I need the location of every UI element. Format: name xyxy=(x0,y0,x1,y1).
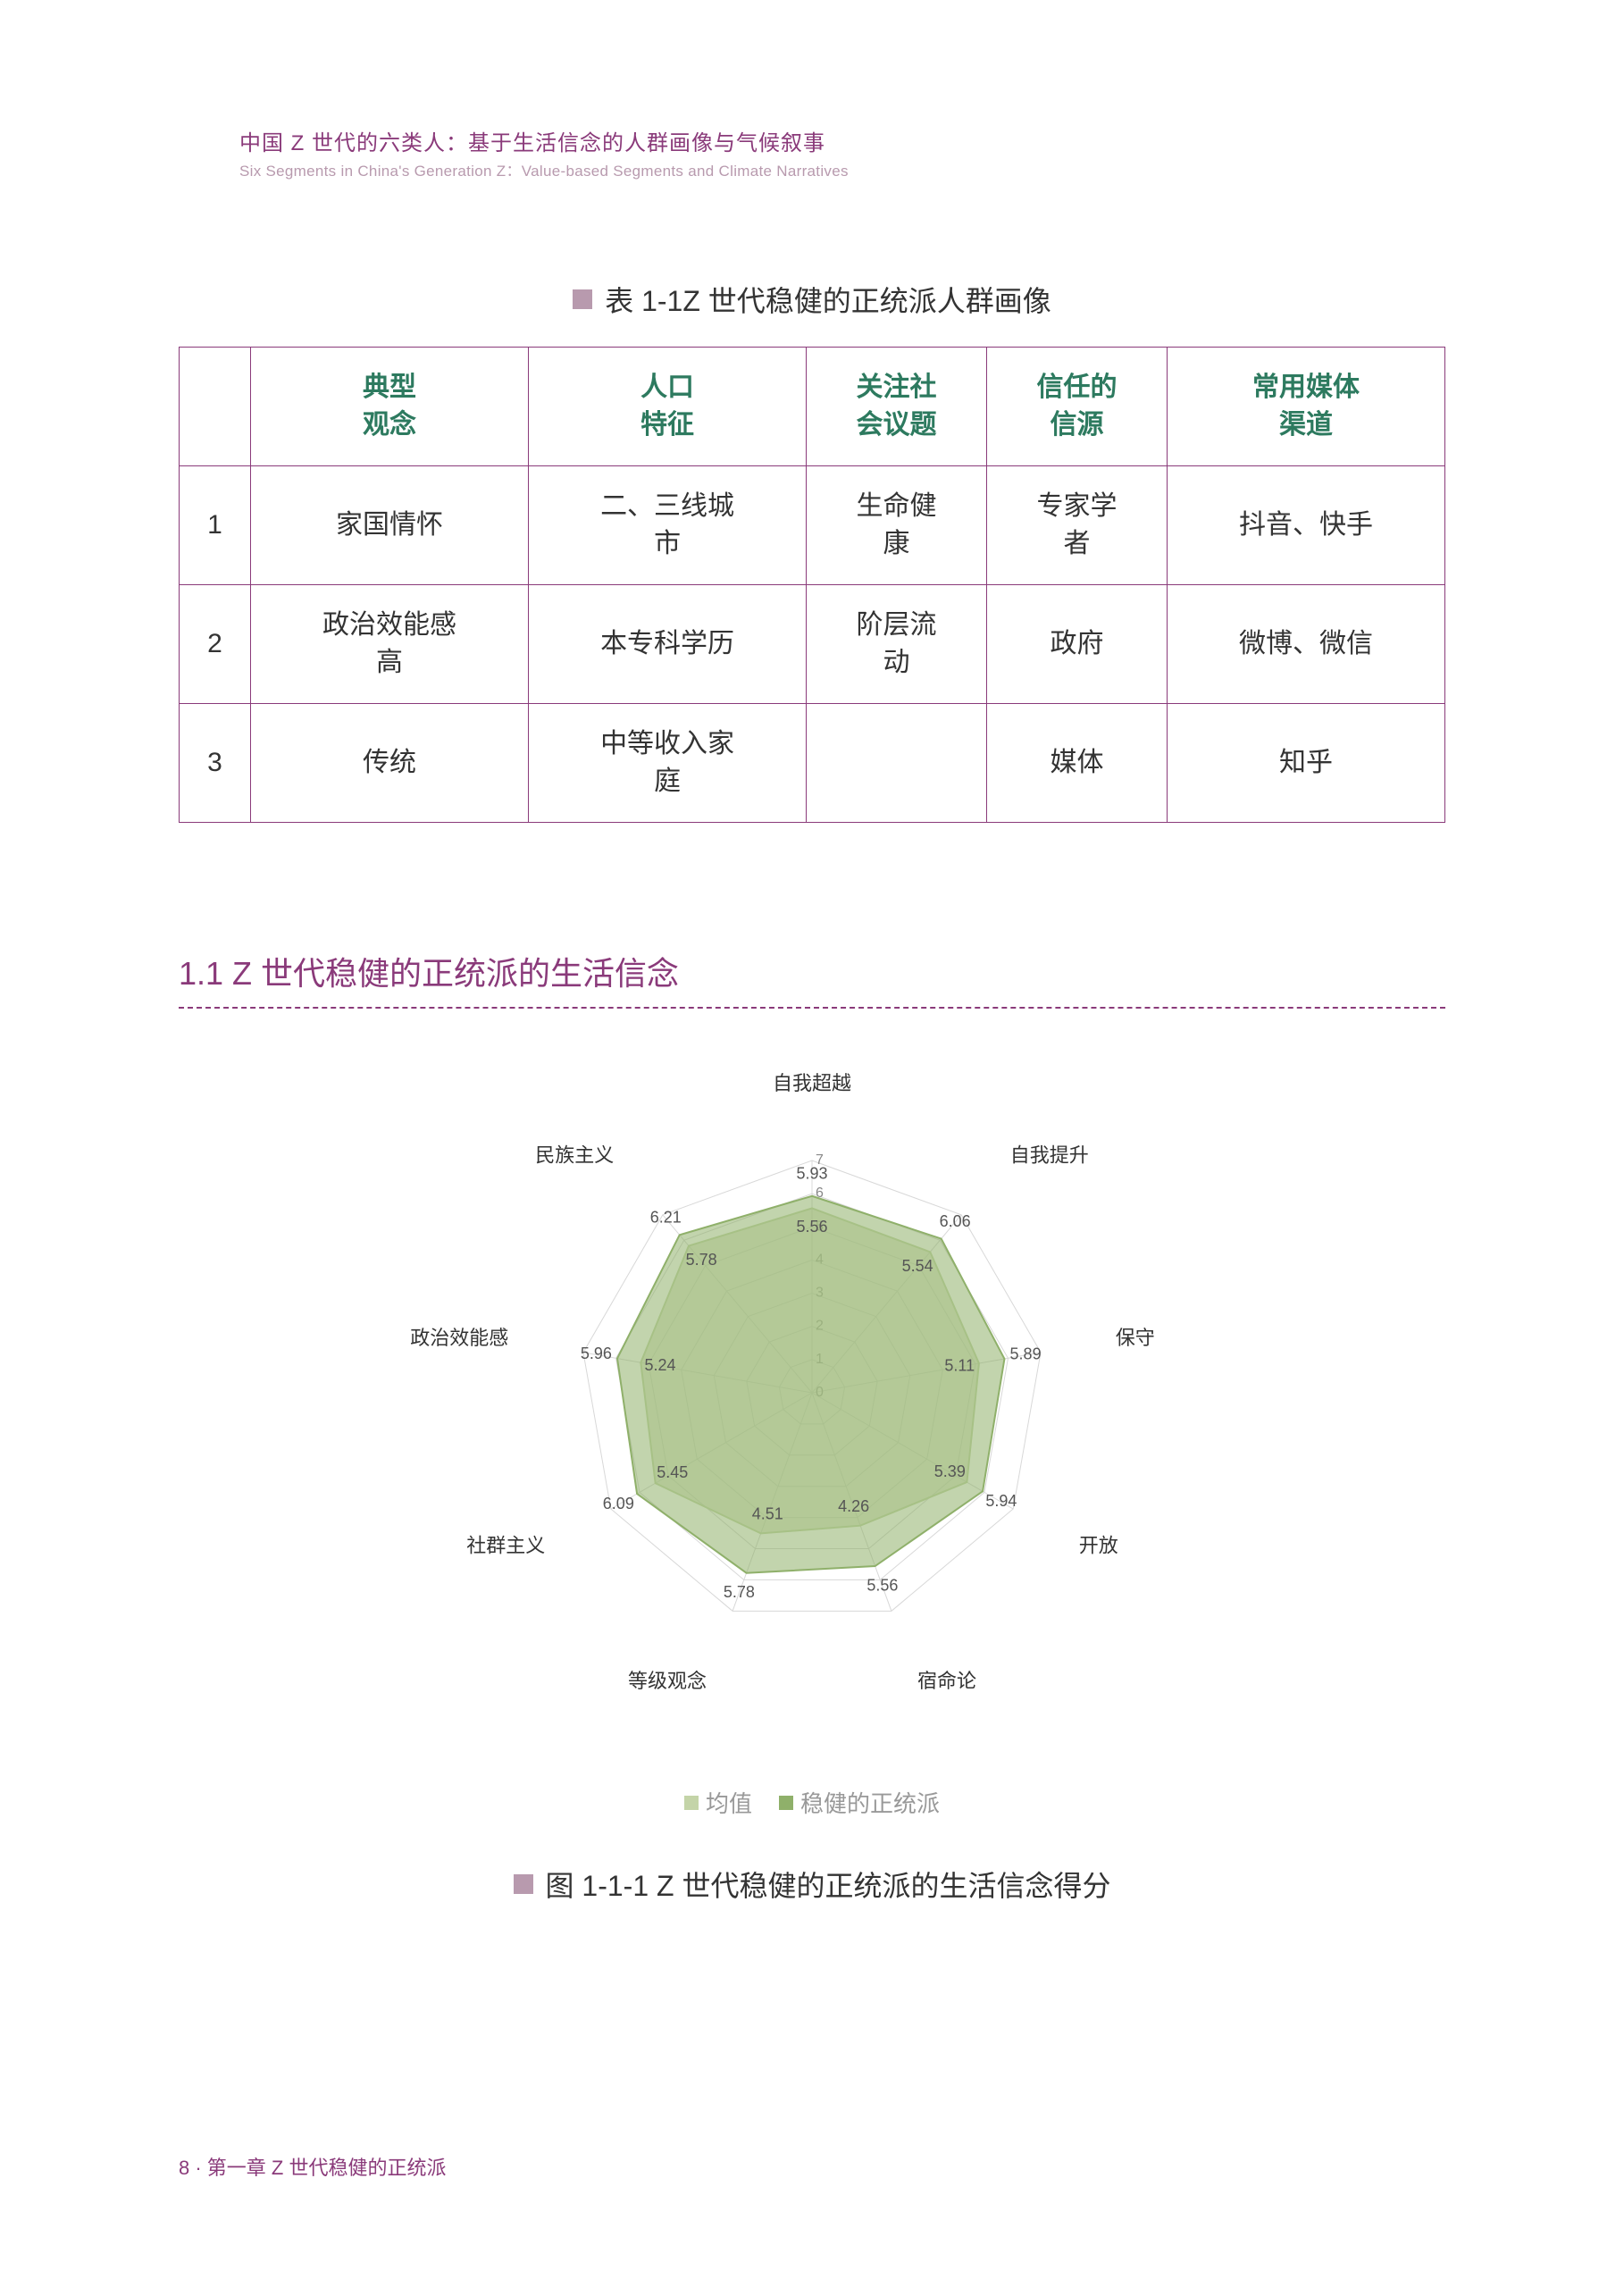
svg-text:5.94: 5.94 xyxy=(985,1492,1017,1510)
table-caption-text: 表 1-1Z 世代稳健的正统派人群画像 xyxy=(605,279,1051,320)
table-header-cell: 常用媒体渠道 xyxy=(1167,348,1444,466)
svg-text:政治效能感: 政治效能感 xyxy=(410,1327,508,1349)
table-cell: 本专科学历 xyxy=(529,585,807,704)
table-cell: 知乎 xyxy=(1167,704,1444,823)
svg-text:5.78: 5.78 xyxy=(724,1583,755,1601)
svg-text:等级观念: 等级观念 xyxy=(628,1670,707,1692)
table-cell: 专家学者 xyxy=(987,466,1168,585)
radar-legend: 均值 稳健的正统派 xyxy=(179,1786,1445,1819)
table-index-cell: 3 xyxy=(180,704,251,823)
svg-text:社群主义: 社群主义 xyxy=(466,1534,545,1556)
table-row: 1家国情怀二、三线城市生命健康专家学者抖音、快手 xyxy=(180,466,1445,585)
table-cell: 传统 xyxy=(251,704,529,823)
svg-text:民族主义: 民族主义 xyxy=(535,1144,614,1167)
svg-text:开放: 开放 xyxy=(1079,1534,1118,1556)
profile-table: 典型观念人口特征关注社会议题信任的信源常用媒体渠道 1家国情怀二、三线城市生命健… xyxy=(179,347,1445,823)
table-row: 2政治效能感高本专科学历阶层流动政府微博、微信 xyxy=(180,585,1445,704)
radar-chart: 012345675.935.566.065.545.895.115.945.39… xyxy=(179,1071,1445,1750)
header-title-en: Six Segments in China's Generation Z：Val… xyxy=(239,158,849,180)
table-caption: 表 1-1Z 世代稳健的正统派人群画像 xyxy=(179,279,1445,320)
legend-square-icon xyxy=(684,1796,699,1810)
table-cell: 政府 xyxy=(987,585,1168,704)
table-index-cell: 1 xyxy=(180,466,251,585)
table-index-cell: 2 xyxy=(180,585,251,704)
table-header-cell: 信任的信源 xyxy=(987,348,1168,466)
caption-square-icon xyxy=(514,1874,533,1894)
page-footer: 8 · 第一章 Z 世代稳健的正统派 xyxy=(179,2152,446,2181)
moon-icon xyxy=(179,130,223,175)
table-cell: 抖音、快手 xyxy=(1167,466,1444,585)
svg-text:5.39: 5.39 xyxy=(934,1462,966,1480)
table-cell: 政治效能感高 xyxy=(251,585,529,704)
legend-series-label: 稳健的正统派 xyxy=(800,1786,940,1819)
table-cell: 家国情怀 xyxy=(251,466,529,585)
legend-mean: 均值 xyxy=(684,1786,752,1819)
table-cell: 媒体 xyxy=(987,704,1168,823)
table-header-cell: 人口特征 xyxy=(529,348,807,466)
table-header-cell: 典型观念 xyxy=(251,348,529,466)
section-heading: 1.1 Z 世代稳健的正统派的生活信念 xyxy=(179,948,1445,994)
svg-text:宿命论: 宿命论 xyxy=(917,1670,976,1692)
legend-mean-label: 均值 xyxy=(706,1786,752,1819)
svg-text:5.45: 5.45 xyxy=(657,1463,688,1481)
svg-text:5.78: 5.78 xyxy=(686,1251,717,1269)
table-cell: 二、三线城市 xyxy=(529,466,807,585)
svg-text:5.93: 5.93 xyxy=(796,1164,827,1182)
svg-text:4.26: 4.26 xyxy=(838,1497,869,1515)
svg-text:6.06: 6.06 xyxy=(940,1212,971,1230)
svg-text:6.21: 6.21 xyxy=(650,1209,682,1227)
section-divider xyxy=(179,1007,1445,1009)
table-row: 3传统中等收入家庭 媒体知乎 xyxy=(180,704,1445,823)
table-cell: 微博、微信 xyxy=(1167,585,1444,704)
svg-text:自我提升: 自我提升 xyxy=(1010,1144,1089,1167)
svg-text:5.96: 5.96 xyxy=(581,1345,612,1362)
figure-caption: 图 1-1-1 Z 世代稳健的正统派的生活信念得分 xyxy=(179,1864,1445,1905)
table-cell: 中等收入家庭 xyxy=(529,704,807,823)
caption-square-icon xyxy=(573,289,592,309)
legend-series: 稳健的正统派 xyxy=(779,1786,940,1819)
table-cell: 生命健康 xyxy=(807,466,987,585)
table-header-cell xyxy=(180,348,251,466)
figure-caption-text: 图 1-1-1 Z 世代稳健的正统派的生活信念得分 xyxy=(546,1864,1111,1905)
svg-text:5.24: 5.24 xyxy=(644,1356,675,1374)
table-cell: 阶层流动 xyxy=(807,585,987,704)
svg-text:5.54: 5.54 xyxy=(902,1257,933,1275)
svg-text:5.56: 5.56 xyxy=(866,1576,898,1594)
table-header-cell: 关注社会议题 xyxy=(807,348,987,466)
svg-text:5.56: 5.56 xyxy=(796,1218,827,1236)
header-title-cn: 中国 Z 世代的六类人：基于生活信念的人群画像与气候叙事 xyxy=(239,125,849,156)
svg-text:自我超越: 自我超越 xyxy=(773,1072,851,1094)
svg-text:5.89: 5.89 xyxy=(1010,1345,1042,1363)
legend-square-icon xyxy=(779,1796,793,1810)
page-header: 中国 Z 世代的六类人：基于生活信念的人群画像与气候叙事 Six Segment… xyxy=(179,125,1445,180)
svg-text:6.09: 6.09 xyxy=(603,1495,634,1512)
table-cell xyxy=(807,704,987,823)
svg-text:保守: 保守 xyxy=(1116,1327,1155,1349)
svg-text:4.51: 4.51 xyxy=(752,1504,783,1522)
svg-text:5.11: 5.11 xyxy=(944,1357,975,1375)
